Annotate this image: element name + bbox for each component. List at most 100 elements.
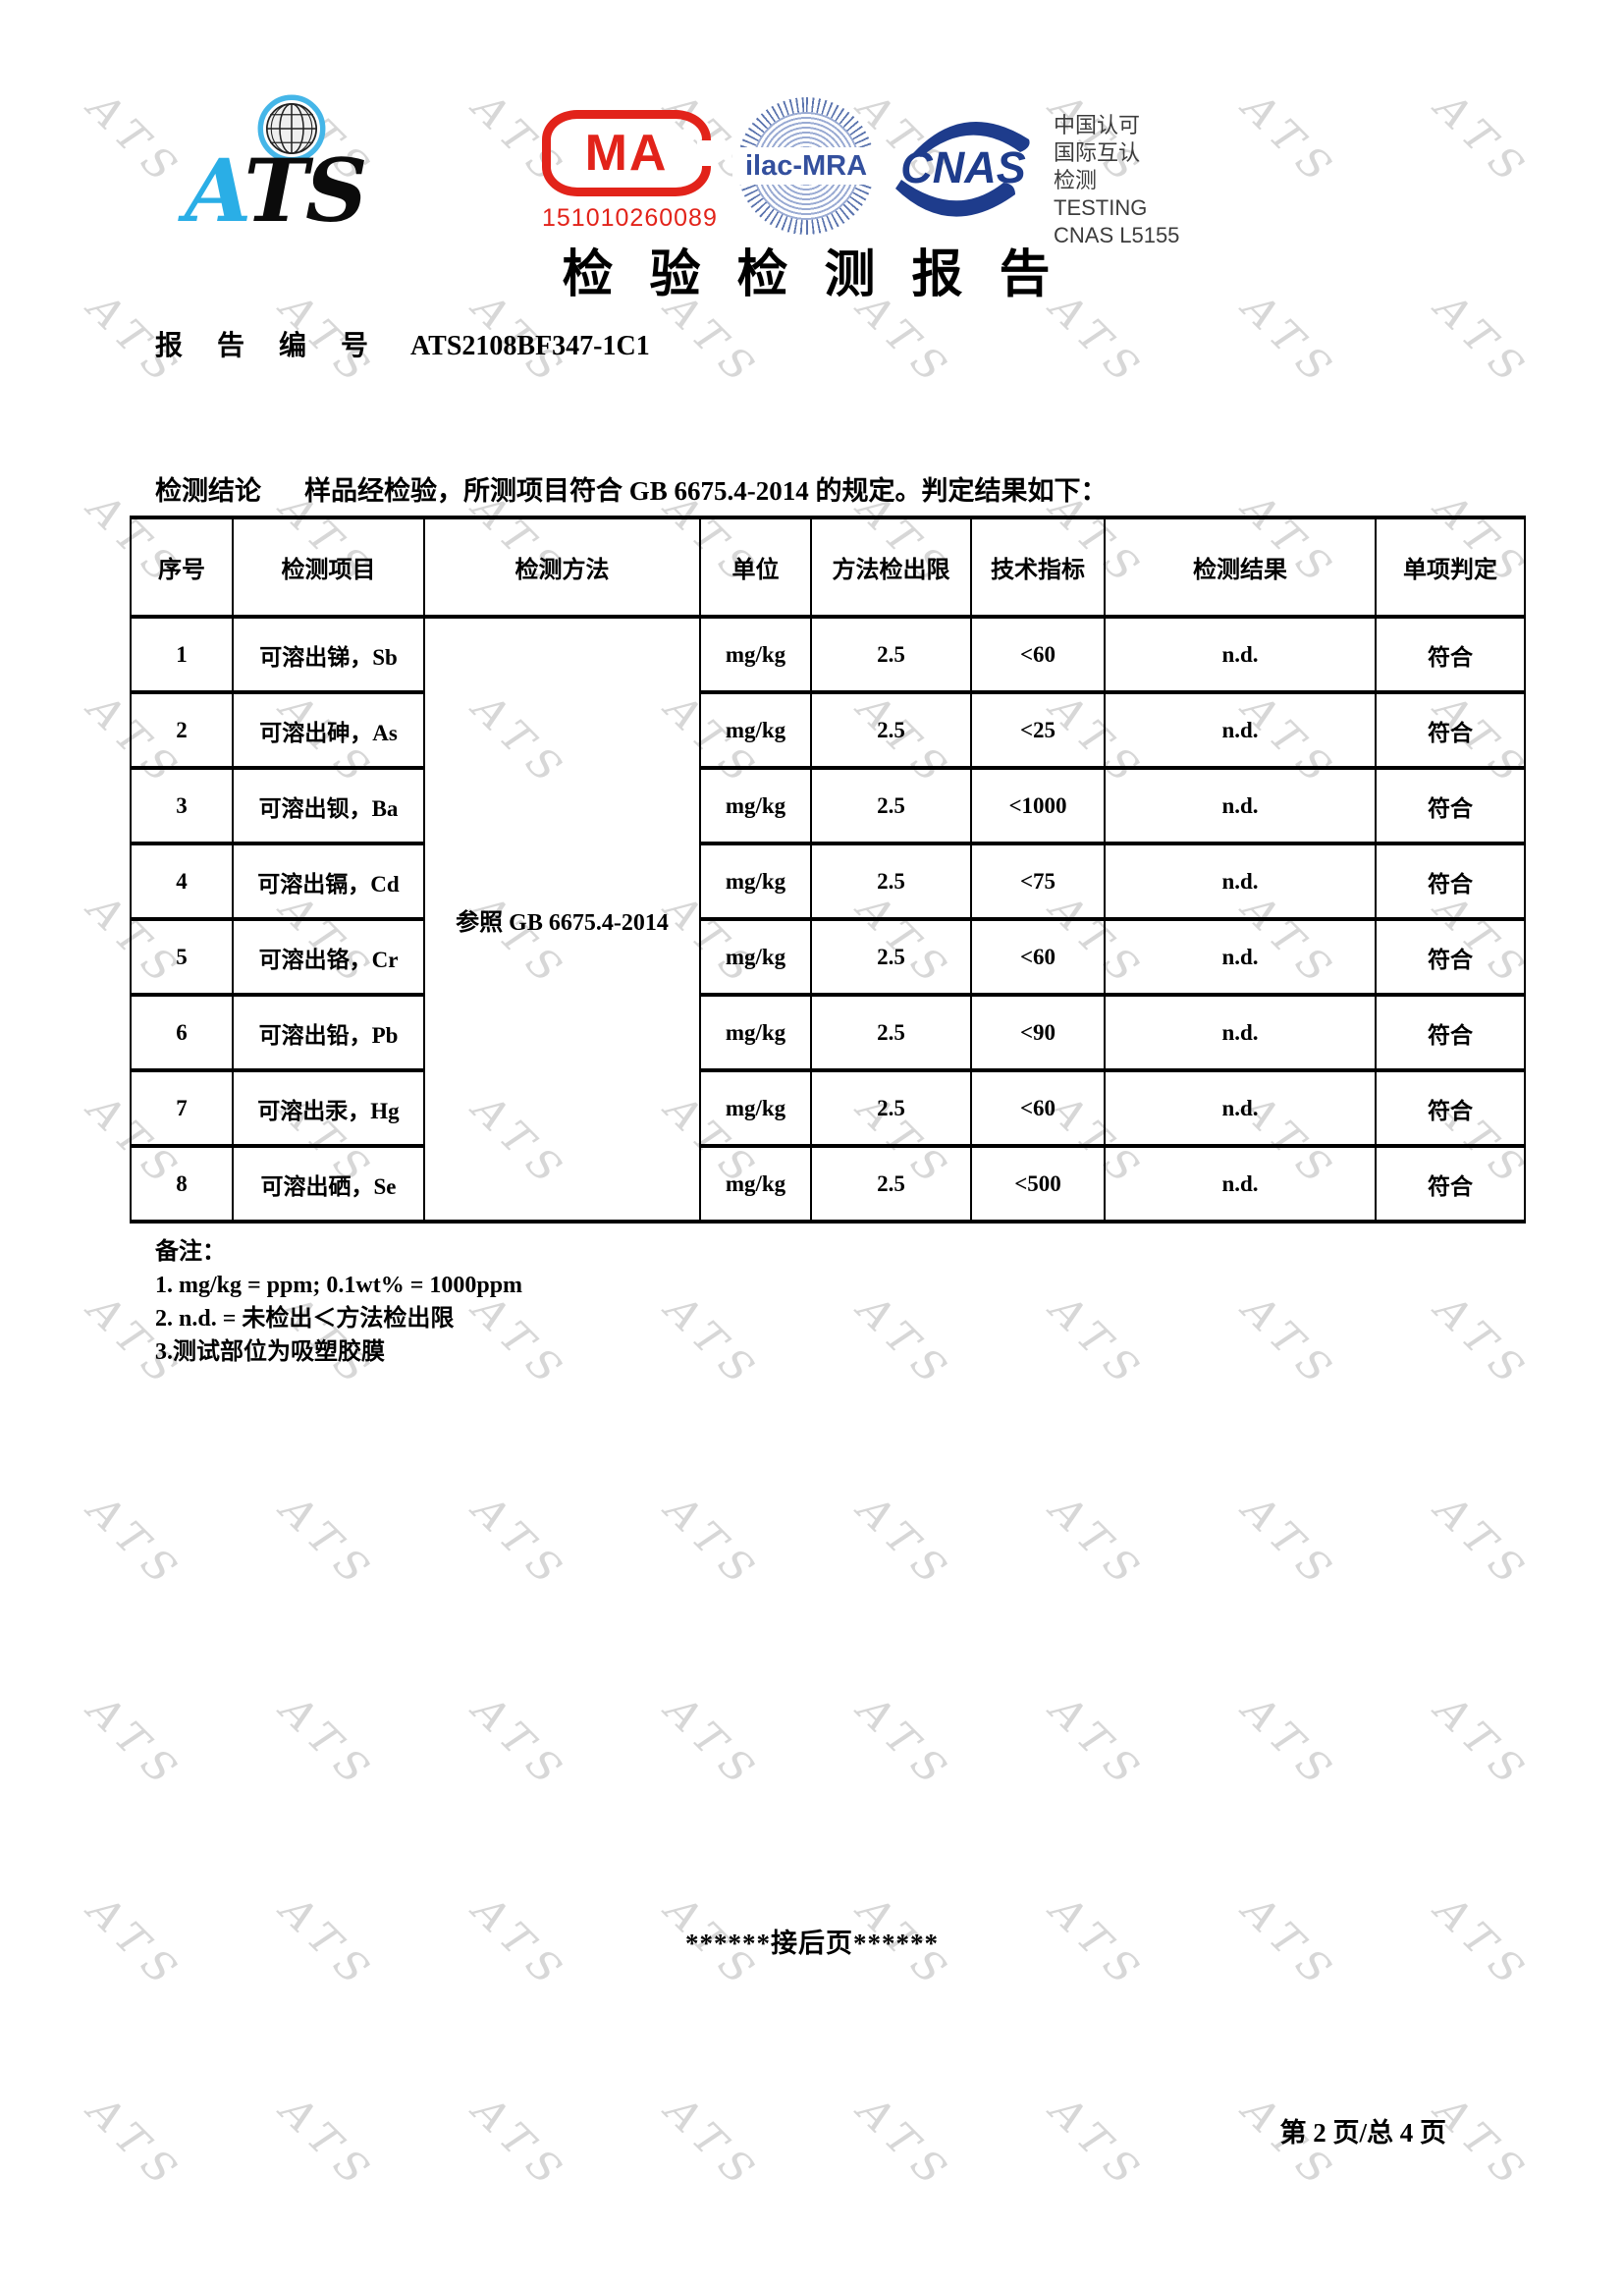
col-header-unit: 单位 bbox=[699, 516, 812, 619]
watermark-text: ATS bbox=[656, 1686, 771, 1800]
cell-limit: 2.5 bbox=[810, 842, 972, 921]
watermark-text: ATS bbox=[79, 1686, 193, 1800]
table-row: 4 可溶出镉，Cd mg/kg 2.5 <75 n.d. 符合 bbox=[130, 842, 1526, 921]
cell-limit: 2.5 bbox=[810, 690, 972, 770]
ilac-label-band: ilac-MRA bbox=[732, 147, 880, 185]
watermark-text: ATS bbox=[1426, 1285, 1541, 1399]
remark-line: 1. mg/kg = ppm; 0.1wt% = 1000ppm bbox=[155, 1273, 523, 1298]
table-row: 6 可溶出铅，Pb mg/kg 2.5 <90 n.d. 符合 bbox=[130, 993, 1526, 1072]
cell-unit: mg/kg bbox=[699, 690, 812, 770]
cell-verdict: 符合 bbox=[1375, 1068, 1526, 1148]
cell-unit: mg/kg bbox=[699, 766, 812, 845]
cell-item: 可溶出铬，Cr bbox=[232, 917, 425, 997]
cell-verdict: 符合 bbox=[1375, 842, 1526, 921]
accreditation-line: TESTING bbox=[1054, 195, 1148, 220]
ilac-mra-logo: ilac-MRA bbox=[732, 97, 880, 235]
cell-spec: <60 bbox=[970, 1068, 1106, 1148]
cell-unit: mg/kg bbox=[699, 1068, 812, 1148]
cell-verdict: 符合 bbox=[1375, 993, 1526, 1072]
cell-spec: <500 bbox=[970, 1144, 1106, 1224]
cell-item: 可溶出镉，Cd bbox=[232, 842, 425, 921]
cell-no: 5 bbox=[130, 917, 234, 997]
cell-spec: <1000 bbox=[970, 766, 1106, 845]
cell-unit: mg/kg bbox=[699, 1144, 812, 1224]
report-title: 检 验 检 测 报 告 bbox=[562, 247, 1062, 303]
cma-ma-text: MA bbox=[584, 125, 669, 182]
conclusion-text: 样品经检验，所测项目符合 GB 6675.4-2014 的规定。判定结果如下： bbox=[304, 476, 1108, 506]
accreditation-line: CNAS L5155 bbox=[1054, 223, 1180, 247]
watermark-text: ATS bbox=[848, 2087, 963, 2201]
cell-spec: <90 bbox=[970, 993, 1106, 1072]
cma-c-opening bbox=[697, 140, 711, 166]
cell-limit: 2.5 bbox=[810, 615, 972, 694]
cnas-bottom-swoosh bbox=[895, 180, 1015, 217]
cell-no: 8 bbox=[130, 1144, 234, 1224]
cma-logo: MA 151010260089 bbox=[542, 110, 718, 233]
report-number-value: ATS2108BF347-1C1 bbox=[410, 331, 650, 361]
table-row: 3 可溶出钡，Ba mg/kg 2.5 <1000 n.d. 符合 bbox=[130, 766, 1526, 845]
ats-logo: ATS bbox=[185, 90, 440, 257]
page-number: 第 2 页/总 4 页 bbox=[1279, 2118, 1446, 2148]
cell-result: n.d. bbox=[1104, 615, 1377, 694]
report-number-line: 报 告 编 号 ATS2108BF347-1C1 bbox=[155, 324, 650, 363]
watermark-text: ATS bbox=[1041, 2087, 1156, 2201]
watermark-text: ATS bbox=[656, 1486, 771, 1600]
col-header-limit: 方法检出限 bbox=[810, 516, 972, 619]
col-header-item: 检测项目 bbox=[232, 516, 425, 619]
accreditation-line: 国际互认 bbox=[1054, 140, 1141, 165]
cell-spec: <75 bbox=[970, 842, 1106, 921]
watermark-text: ATS bbox=[463, 1486, 578, 1600]
watermark-text: ATS bbox=[1041, 1686, 1156, 1800]
cell-limit: 2.5 bbox=[810, 766, 972, 845]
watermark-text: ATS bbox=[463, 1686, 578, 1800]
cell-no: 3 bbox=[130, 766, 234, 845]
table-row: 5 可溶出铬，Cr mg/kg 2.5 <60 n.d. 符合 bbox=[130, 917, 1526, 997]
watermark-text: ATS bbox=[271, 1486, 386, 1600]
cell-spec: <60 bbox=[970, 615, 1106, 694]
watermark-text: ATS bbox=[1041, 1285, 1156, 1399]
accreditation-text: 中国认可 国际互认 检测 TESTING CNAS L5155 bbox=[1054, 112, 1179, 249]
cnas-text: CNAS bbox=[900, 142, 1026, 192]
cell-item: 可溶出铅，Pb bbox=[232, 993, 425, 1072]
col-header-method: 检测方法 bbox=[423, 516, 701, 619]
table-row: 1 可溶出锑，Sb 参照 GB 6675.4-2014 mg/kg 2.5 <6… bbox=[130, 615, 1526, 1224]
cell-no: 1 bbox=[130, 615, 234, 694]
watermark-text: ATS bbox=[1233, 1686, 1348, 1800]
cell-item: 可溶出钡，Ba bbox=[232, 766, 425, 845]
remark-line: 3.测试部位为吸塑胶膜 bbox=[155, 1339, 385, 1365]
cell-no: 2 bbox=[130, 690, 234, 770]
cell-limit: 2.5 bbox=[810, 993, 972, 1072]
cell-unit: mg/kg bbox=[699, 615, 812, 694]
watermark-text: ATS bbox=[1041, 1486, 1156, 1600]
watermark-text: ATS bbox=[1233, 83, 1348, 197]
table-row: 8 可溶出硒，Se mg/kg 2.5 <500 n.d. 符合 bbox=[130, 1144, 1526, 1224]
cell-no: 7 bbox=[130, 1068, 234, 1148]
cell-result: n.d. bbox=[1104, 842, 1377, 921]
report-number-label: 报 告 编 号 bbox=[155, 331, 383, 361]
results-table: 序号 检测项目 检测方法 单位 方法检出限 技术指标 检测结果 单项判定 1 可… bbox=[130, 516, 1526, 1224]
remark-line: 2. n.d. = 未检出＜方法检出限 bbox=[155, 1306, 455, 1332]
watermark-text: ATS bbox=[656, 1285, 771, 1399]
cell-result: n.d. bbox=[1104, 1068, 1377, 1148]
cell-verdict: 符合 bbox=[1375, 1144, 1526, 1224]
watermark-text: ATS bbox=[848, 1486, 963, 1600]
watermark-text: ATS bbox=[79, 2087, 193, 2201]
table-row: 2 可溶出砷，As mg/kg 2.5 <25 n.d. 符合 bbox=[130, 690, 1526, 770]
cnas-logo: CNAS bbox=[892, 114, 1035, 226]
remarks: 备注： 1. mg/kg = ppm; 0.1wt% = 1000ppm 2. … bbox=[155, 1235, 522, 1369]
watermark-text: ATS bbox=[656, 2087, 771, 2201]
watermark-text: ATS bbox=[848, 1686, 963, 1800]
globe-icon bbox=[257, 94, 326, 163]
ats-letters-ts: TS bbox=[244, 139, 367, 242]
method-cell: 参照 GB 6675.4-2014 bbox=[423, 615, 701, 1224]
cell-item: 可溶出汞，Hg bbox=[232, 1068, 425, 1148]
col-header-verdict: 单项判定 bbox=[1375, 516, 1526, 619]
watermark-text: ATS bbox=[1426, 1486, 1541, 1600]
watermark-text: ATS bbox=[79, 83, 193, 197]
watermark-text: ATS bbox=[463, 2087, 578, 2201]
cell-limit: 2.5 bbox=[810, 1068, 972, 1148]
cell-item: 可溶出锑，Sb bbox=[232, 615, 425, 694]
cma-certificate-number: 151010260089 bbox=[542, 204, 718, 232]
watermark-text: ATS bbox=[79, 1486, 193, 1600]
